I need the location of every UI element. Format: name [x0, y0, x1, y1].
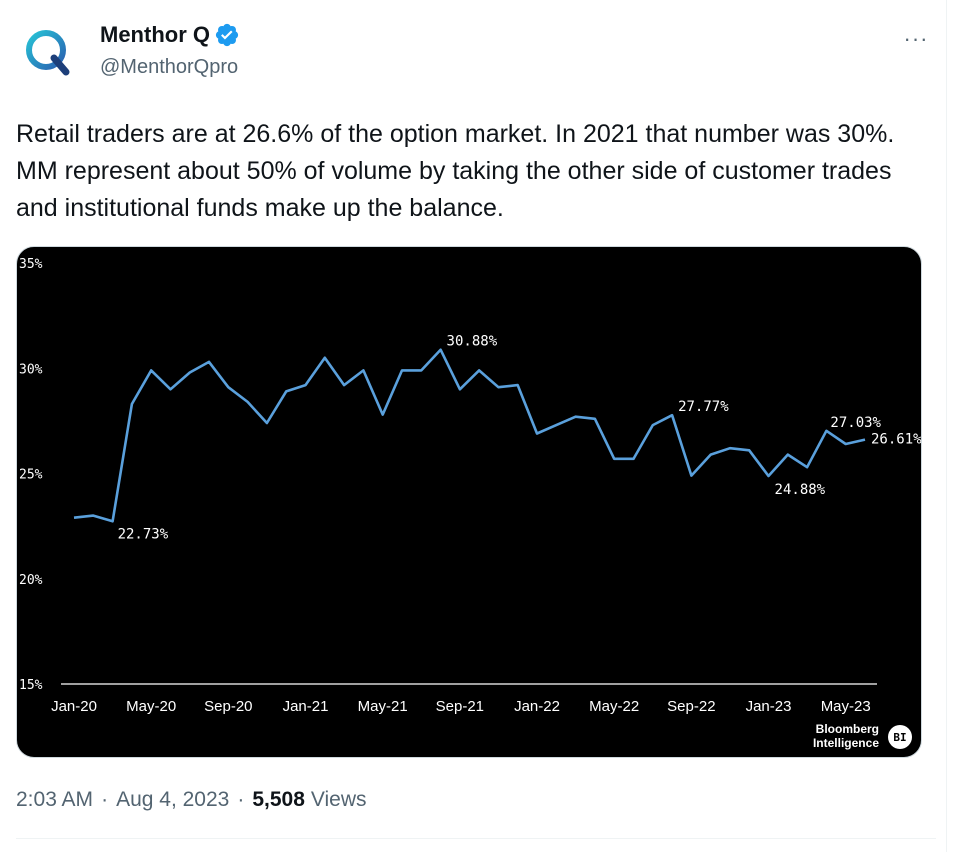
column-divider: [946, 0, 947, 852]
more-options-icon[interactable]: ···: [903, 26, 929, 51]
series-line-retail-share: [73, 348, 866, 523]
data-label: 27.03%: [830, 415, 881, 431]
y-tick-label: 20%: [19, 573, 43, 588]
bloomberg-intelligence-logo: Bloomberg Intelligence BI: [813, 722, 912, 750]
x-tick-label: Jan-20: [51, 698, 97, 715]
tweet-header: Menthor Q @MenthorQpro ···: [16, 14, 936, 84]
data-label: 27.77%: [678, 399, 729, 415]
x-tick-label: May-23: [821, 698, 871, 715]
bottom-divider: [16, 838, 936, 839]
source-line-1: Bloomberg: [816, 722, 879, 736]
y-tick-label: 15%: [19, 678, 43, 693]
menthorq-logo-icon: [26, 30, 70, 76]
x-tick-label: Jan-22: [514, 698, 560, 715]
x-tick-label: Sep-22: [667, 698, 715, 715]
x-tick-label: May-20: [126, 698, 176, 715]
bi-badge-text: BI: [893, 731, 906, 744]
views-label: Views: [310, 788, 367, 811]
data-label: 24.88%: [775, 482, 826, 498]
tweet-meta: 2:03 AM · Aug 4, 2023 · 5,508 Views: [16, 788, 367, 812]
verified-badge-icon: [215, 23, 239, 47]
meta-separator: ·: [237, 788, 245, 811]
name-row: Menthor Q: [100, 22, 240, 48]
tweet-date[interactable]: Aug 4, 2023: [116, 788, 230, 811]
x-tick-label: May-21: [358, 698, 408, 715]
y-tick-label: 35%: [19, 257, 43, 272]
author-name[interactable]: Menthor Q: [100, 22, 210, 47]
source-line-2: Intelligence: [813, 736, 879, 750]
views-count: 5,508: [252, 788, 305, 811]
x-tick-label: Sep-20: [204, 698, 252, 715]
y-tick-label: 25%: [19, 468, 43, 483]
author-handle[interactable]: @MenthorQpro: [100, 56, 239, 78]
x-tick-label: Jan-23: [746, 698, 792, 715]
avatar[interactable]: [16, 20, 80, 84]
tweet-time[interactable]: 2:03 AM: [16, 788, 94, 811]
data-label: 26.61%: [871, 432, 921, 448]
x-tick-label: Jan-21: [283, 698, 329, 715]
x-tick-label: Sep-21: [436, 698, 484, 715]
data-label: 22.73%: [118, 526, 169, 542]
tweet-text: Retail traders are at 26.6% of the optio…: [16, 120, 895, 222]
meta-separator: ·: [101, 788, 109, 811]
tweet-media-chart[interactable]: 35% 30% 25% 20% 15% Jan-20 May-20 Sep-20 Jan-21…: [16, 246, 922, 758]
x-tick-label: May-22: [589, 698, 639, 715]
line-chart: 35% 30% 25% 20% 15% Jan-20 May-20 Sep-20 Jan-21…: [19, 257, 921, 750]
bi-badge-icon: [888, 725, 912, 749]
data-label: 30.88%: [447, 334, 498, 350]
y-tick-label: 30%: [19, 362, 43, 377]
